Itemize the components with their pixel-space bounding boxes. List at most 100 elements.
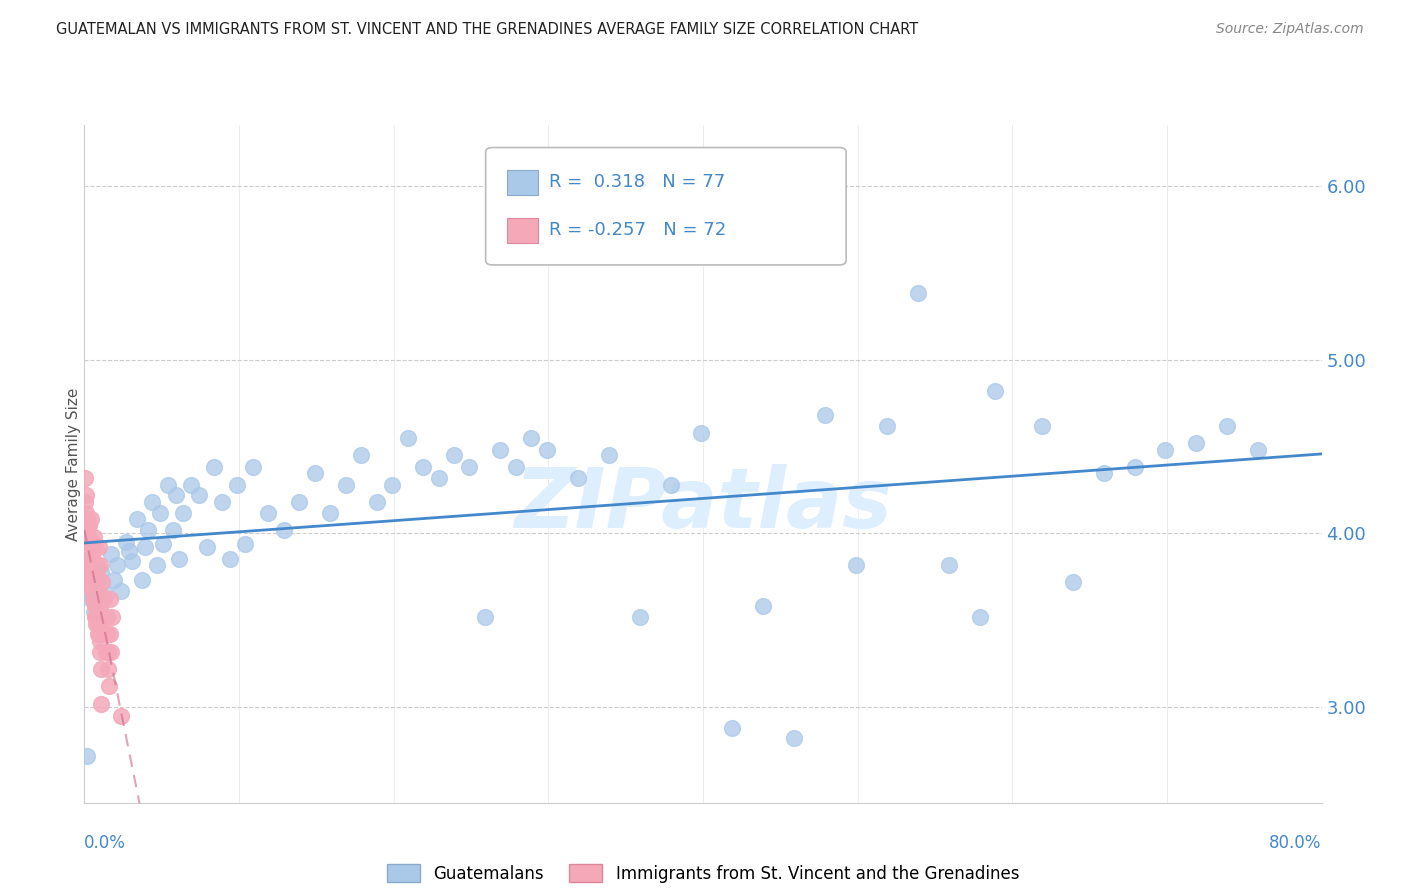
Point: [474, 609, 496, 624]
Point: [257, 506, 280, 520]
Point: [86, 582, 108, 596]
Point: [100, 644, 122, 658]
Point: [97, 644, 120, 658]
Point: [136, 523, 159, 537]
Point: [984, 384, 1007, 398]
Point: [79, 535, 101, 549]
Point: [172, 506, 194, 520]
Point: [94, 627, 117, 641]
Point: [94, 644, 117, 658]
Point: [84, 599, 107, 614]
Point: [76, 547, 98, 561]
Point: [82, 535, 104, 549]
Point: [86, 627, 108, 641]
Point: [77, 558, 100, 572]
Point: [75, 488, 97, 502]
Point: [76, 523, 98, 537]
Point: [152, 537, 174, 551]
Point: [1216, 418, 1239, 433]
Y-axis label: Average Family Size: Average Family Size: [66, 387, 80, 541]
Point: [187, 488, 209, 502]
Point: [77, 565, 100, 579]
Point: [110, 583, 132, 598]
Point: [233, 537, 256, 551]
Point: [80, 547, 103, 561]
Point: [89, 634, 111, 648]
Point: [73, 471, 96, 485]
Point: [489, 442, 512, 457]
Point: [93, 592, 115, 607]
Point: [84, 541, 107, 555]
Text: GUATEMALAN VS IMMIGRANTS FROM ST. VINCENT AND THE GRENADINES AVERAGE FAMILY SIZE: GUATEMALAN VS IMMIGRANTS FROM ST. VINCEN…: [56, 22, 918, 37]
Point: [505, 460, 527, 475]
Point: [79, 558, 101, 572]
Point: [86, 609, 108, 624]
Point: [628, 609, 651, 624]
Point: [80, 512, 103, 526]
Point: [752, 599, 775, 614]
Point: [721, 721, 744, 735]
Point: [938, 558, 960, 572]
Point: [1092, 466, 1115, 480]
Point: [100, 609, 122, 624]
Point: [103, 574, 125, 588]
Point: [89, 558, 111, 572]
Point: [76, 541, 98, 555]
Point: [94, 609, 117, 624]
Point: [319, 506, 342, 520]
Point: [195, 541, 218, 555]
Point: [82, 592, 104, 607]
Text: Source: ZipAtlas.com: Source: ZipAtlas.com: [1216, 22, 1364, 37]
Point: [110, 709, 132, 723]
Point: [86, 616, 108, 631]
Point: [79, 592, 101, 607]
Point: [90, 565, 112, 579]
Text: ZIPatlas: ZIPatlas: [515, 464, 891, 545]
Point: [167, 552, 190, 566]
Point: [659, 477, 682, 491]
Point: [91, 592, 114, 607]
Point: [427, 471, 450, 485]
Point: [814, 408, 837, 422]
Point: [146, 558, 169, 572]
Point: [87, 570, 110, 584]
Point: [90, 575, 112, 590]
Point: [97, 662, 120, 676]
Text: R = -0.257   N = 72: R = -0.257 N = 72: [548, 221, 725, 239]
Point: [202, 460, 225, 475]
Point: [76, 748, 98, 763]
Point: [98, 627, 121, 641]
Point: [131, 574, 153, 588]
Text: 0.0%: 0.0%: [84, 834, 127, 852]
Point: [75, 506, 97, 520]
Point: [98, 679, 121, 693]
Point: [783, 731, 806, 746]
Legend: Guatemalans, Immigrants from St. Vincent and the Grenadines: Guatemalans, Immigrants from St. Vincent…: [380, 857, 1026, 889]
Point: [443, 448, 465, 462]
Point: [98, 592, 121, 607]
Point: [1247, 442, 1270, 457]
Point: [90, 662, 112, 676]
Point: [79, 517, 101, 532]
Point: [96, 609, 118, 624]
Point: [82, 575, 104, 590]
Point: [598, 448, 620, 462]
Point: [84, 599, 107, 614]
Point: [458, 460, 481, 475]
Point: [76, 547, 98, 561]
Point: [165, 488, 187, 502]
Point: [93, 627, 115, 641]
Point: [118, 543, 141, 558]
Point: [366, 495, 388, 509]
Point: [412, 460, 434, 475]
Point: [83, 565, 105, 579]
Point: [520, 431, 543, 445]
Point: [180, 477, 202, 491]
Point: [91, 609, 114, 624]
Point: [242, 460, 264, 475]
Point: [79, 547, 101, 561]
Point: [115, 535, 138, 549]
Text: R =  0.318   N = 77: R = 0.318 N = 77: [548, 173, 725, 192]
Point: [1123, 460, 1146, 475]
Point: [1154, 442, 1177, 457]
